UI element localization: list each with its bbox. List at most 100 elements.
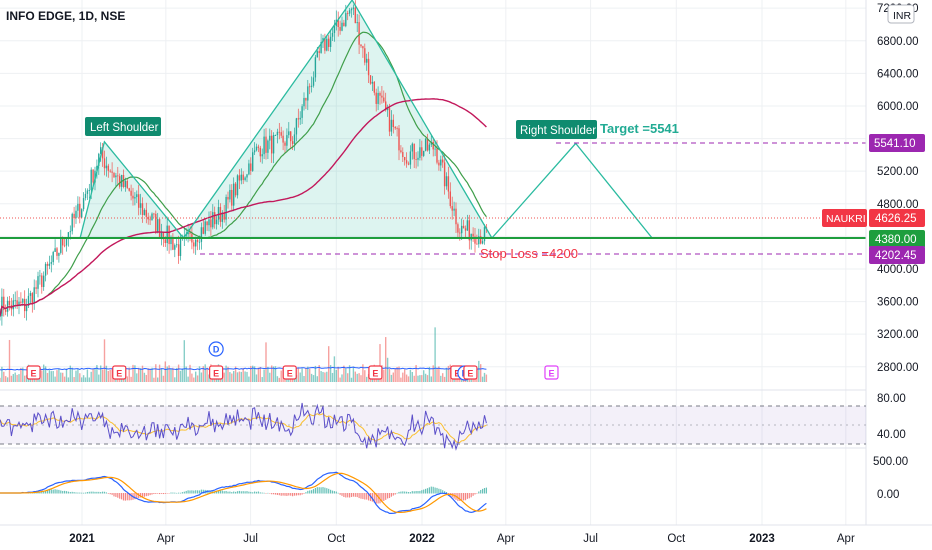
volume-bar [3,371,5,382]
svg-text:E: E [116,369,122,379]
rsi-ma-line [0,413,487,444]
macd-hist-bar [404,491,406,494]
macd-hist-bar [191,490,193,494]
volume-bar [242,367,244,382]
macd-hist-bar [352,493,354,497]
volume-bar [198,366,201,382]
volume-bar [447,365,450,382]
macd-hist-bar [288,493,290,496]
volume-bar [196,375,199,382]
pattern-fill-head [183,0,492,238]
volume-bar [105,365,108,382]
macd-hist-bar [83,492,85,494]
macd-hist-bar [290,493,292,496]
volume-bar [128,367,130,382]
candle-body [8,300,11,305]
macd-hist-bar [255,491,258,494]
earnings-event-9[interactable]: E [544,365,559,380]
left-shoulder-label[interactable]: Left Shoulder [85,117,161,136]
earnings-event-8[interactable]: E [463,365,478,380]
price-tick-10: 3200.00 [877,329,919,341]
left-shoulder-text: Left Shoulder [90,122,159,134]
macd-hist-bar [126,493,128,501]
volume-bar [301,368,303,382]
dividend-event-3[interactable]: D [208,341,224,357]
candle-body [318,51,320,53]
candle-body [295,118,298,135]
earnings-event-4[interactable]: E [282,365,297,380]
macd-hist-bar [149,493,151,496]
macd-hist-bar [77,492,79,494]
candle-body [343,22,345,27]
rsi-tick-40: 40.00 [877,429,906,441]
volume-bar [162,375,165,382]
candle-body [177,244,180,256]
candle-body [117,175,119,177]
currency-text: INR [893,10,912,22]
macd-hist-bar [79,492,81,494]
candlestick-series[interactable] [0,0,488,326]
candle-body [288,131,290,136]
earnings-event-1[interactable]: E [112,365,127,380]
volume-bar [341,374,343,382]
candle-body [297,118,299,120]
candle-body [481,241,484,244]
macd-hist-bar [339,493,341,495]
volume-bar [25,375,28,382]
candle-body [417,157,419,160]
candle-body [259,147,261,157]
volume-bar [271,365,273,382]
macd-hist-bar [58,489,60,494]
macd-signal-line [0,472,487,513]
candle-body [291,141,294,144]
price-tick-11: 2800.00 [877,362,919,374]
volume-bar [200,372,203,382]
volume-bar [1,366,3,382]
candle-body [301,106,303,118]
volume-bar [107,370,109,382]
candle-body [149,219,151,221]
earnings-event-2[interactable]: E [209,365,224,380]
target-annotation[interactable]: Target =5541 [600,121,679,136]
candle-body [145,209,147,217]
macd-hist-bar [482,488,484,494]
price-axis[interactable]: 7200.006800.006400.006000.005600.005200.… [877,3,919,374]
candle-body [223,212,225,220]
candle-body [328,38,330,47]
volume-bar [411,372,413,382]
volume-bar [202,366,204,382]
macd-hist-bar [39,491,41,494]
rsi-pane[interactable] [0,402,866,451]
macd-hist-bar [271,493,273,495]
earnings-event-0[interactable]: E [26,365,41,380]
macd-hist-bar [41,491,43,494]
candle-body [474,236,476,244]
earnings-event-5[interactable]: E [368,365,383,380]
candle-body [92,169,94,183]
candle-body [278,131,280,133]
event-markers[interactable]: EEEDEEEDEE [26,341,559,381]
candle-body [421,147,423,156]
candle-body [369,75,372,84]
macd-hist-bar [360,493,362,499]
currency-button[interactable]: INR [887,4,915,24]
candle-body [362,46,364,49]
candle-body [12,300,14,310]
stop-loss-annotation[interactable]: Stop Loss =4200 [480,246,578,261]
macd-hist-bar [227,491,229,494]
candle-body [96,165,98,171]
time-axis[interactable]: 2021 Apr Jul Oct 2022 Apr Jul Oct 2023 Apr [69,533,855,545]
volume-bar [386,357,389,382]
macd-hist-bar [385,493,387,500]
volume-bar [164,361,166,382]
candle-body [364,48,366,63]
candle-body [455,208,457,225]
macd-pane[interactable] [0,471,487,514]
volume-bar [103,339,106,382]
candle-body [58,252,60,256]
volume-bar [79,373,81,382]
volume-bar [168,365,170,382]
right-shoulder-label[interactable]: Right Shoulder [516,120,597,139]
volume-bar [257,367,260,382]
